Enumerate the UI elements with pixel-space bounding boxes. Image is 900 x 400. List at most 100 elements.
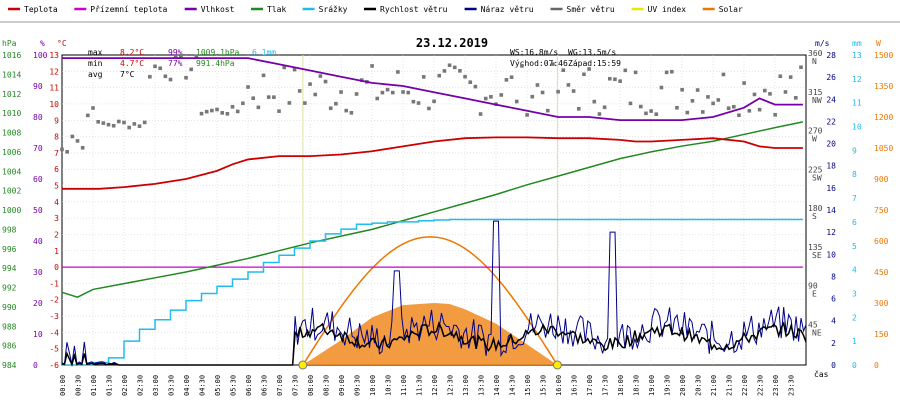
wind-direction-point: [318, 74, 323, 78]
wind-speed-line: [61, 321, 807, 367]
degc-tick-label: -2: [49, 296, 59, 305]
mm-tick-label: 8: [852, 170, 857, 179]
x-tick-label: 12:00: [431, 375, 439, 396]
x-tick-label: 04:00: [183, 375, 191, 396]
stat-min-hum: 77%: [168, 59, 183, 68]
wind-direction-point: [70, 134, 75, 139]
wind-direction-point: [732, 104, 736, 109]
stat-ws: WS:16.8m/s: [510, 48, 558, 57]
x-tick-label: 14:00: [493, 375, 501, 396]
degc-tick-label: 0: [54, 263, 59, 272]
wind-direction-point: [256, 105, 261, 110]
wind-direction-point: [106, 122, 111, 127]
wind-direction-point: [726, 106, 731, 111]
degc-tick-label: -5: [49, 345, 59, 354]
ms-tick-label: 20: [826, 140, 836, 149]
wind-direction-point: [618, 79, 622, 83]
wind-direction-point: [463, 74, 467, 79]
wind-direction-point: [695, 88, 700, 92]
wind-direction-point: [241, 101, 245, 106]
dir-tick-label: 360: [808, 49, 823, 58]
x-tick-label: 08:30: [323, 375, 331, 396]
wind-direction-point: [396, 70, 400, 74]
wind-direction-point: [747, 109, 752, 113]
wind-direction-point: [122, 120, 126, 125]
x-tick-label: 06:00: [245, 375, 253, 396]
mm-tick-label: 6: [852, 218, 857, 227]
wind-direction-point: [297, 89, 302, 93]
wind-direction-point: [339, 90, 343, 94]
wind-direction-point: [607, 76, 612, 81]
wind-direction-point: [737, 113, 741, 118]
x-tick-label: 07:00: [276, 375, 284, 396]
wind-direction-point: [132, 122, 137, 126]
wind-direction-point: [91, 106, 95, 110]
hpa-tick-label: 1014: [2, 70, 21, 79]
wind-direction-point: [649, 109, 653, 113]
x-tick-label: 17:00: [586, 375, 594, 396]
ms-tick-label: 2: [831, 339, 836, 348]
dir-tick-label: 135: [808, 243, 823, 252]
mm-tick-label: 5: [852, 242, 857, 251]
ms-tick-label: 4: [831, 317, 836, 326]
wind-direction-point: [602, 105, 607, 110]
wind-direction-point: [576, 107, 581, 111]
x-tick-label: 21:30: [726, 375, 734, 396]
mm-tick-label: 12: [852, 75, 862, 84]
sunset-marker: [552, 360, 562, 370]
pressure-line: [61, 121, 804, 298]
wind-direction-point: [158, 66, 162, 71]
pct-tick-label: 70: [33, 144, 43, 153]
wind-direction-point: [752, 92, 757, 97]
wind-direction-point: [540, 90, 545, 95]
degc-tick-label: 10: [49, 100, 59, 109]
ms-unit-label: m/s: [815, 39, 830, 48]
wind-direction-point: [659, 85, 664, 90]
degc-unit-label: °C: [57, 39, 67, 48]
wind-direction-point: [489, 95, 493, 99]
dir-tick-label: 225: [808, 165, 823, 174]
wind-direction-point: [638, 104, 643, 109]
wind-direction-point: [308, 82, 312, 86]
stat-wg: WG:13.5m/s: [568, 48, 616, 57]
wind-direction-point: [163, 74, 168, 79]
degc-tick-label: 6: [54, 165, 59, 174]
ms-tick-label: 28: [826, 51, 836, 60]
x-tick-label: 08:00: [307, 375, 315, 396]
wind-direction-point: [654, 112, 659, 116]
hpa-tick-label: 986: [2, 342, 17, 351]
ms-tick-label: 6: [831, 295, 836, 304]
pct-tick-label: 10: [33, 330, 43, 339]
mm-tick-label: 0: [852, 361, 857, 370]
x-tick-label: 22:30: [757, 375, 765, 396]
wind-direction-point: [375, 96, 380, 101]
dir-tick-compass: NW: [812, 96, 822, 105]
hpa-tick-label: 992: [2, 284, 17, 293]
ms-tick-label: 22: [826, 117, 836, 126]
wind-direction-point: [251, 96, 256, 101]
x-tick-label: 23:00: [772, 375, 780, 396]
x-tick-label: 00:30: [75, 375, 83, 396]
wind-direction-point: [86, 113, 90, 118]
wind-direction-point: [127, 125, 131, 130]
wind-direction-point: [189, 67, 193, 72]
degc-tick-label: 7: [54, 149, 59, 158]
wind-direction-point: [711, 101, 715, 106]
stat-max-hum: 99%: [168, 48, 183, 57]
w-tick-label: 150: [874, 330, 889, 339]
wind-direction-point: [184, 75, 188, 80]
mm-tick-label: 13: [852, 51, 862, 60]
wind-direction-point: [437, 73, 442, 78]
rain-line: [62, 218, 803, 366]
wind-direction-point: [272, 95, 276, 99]
wind-direction-point: [390, 90, 395, 95]
wind-direction-point: [432, 99, 436, 104]
hpa-tick-label: 988: [2, 322, 17, 331]
w-unit-label: W: [876, 39, 881, 48]
ms-tick-label: 14: [826, 206, 836, 215]
pct-tick-label: 0: [33, 361, 38, 370]
wind-direction-point: [75, 139, 80, 143]
mm-tick-label: 10: [852, 123, 862, 132]
wind-direction-point: [173, 54, 178, 59]
